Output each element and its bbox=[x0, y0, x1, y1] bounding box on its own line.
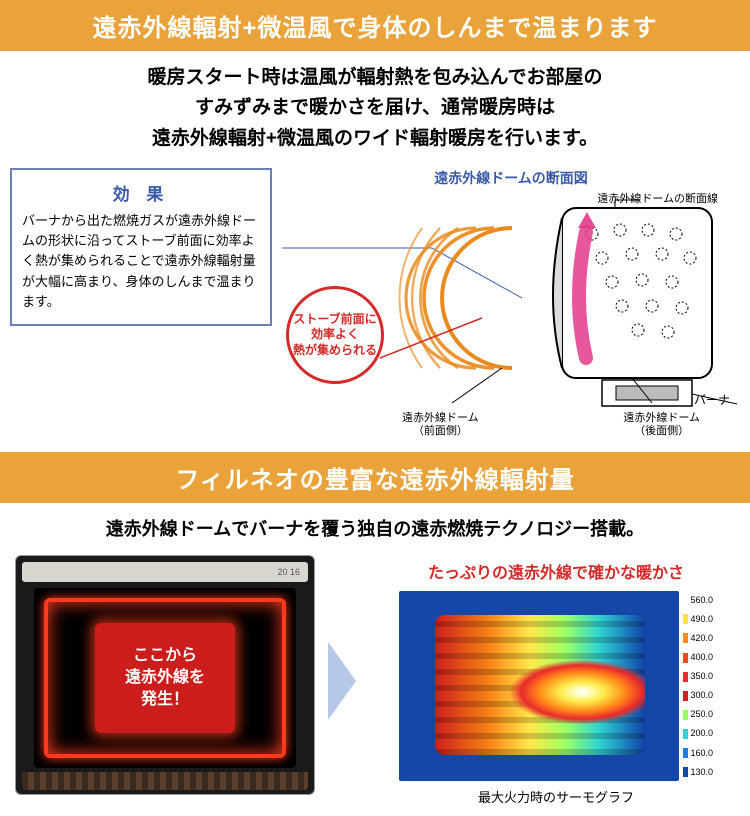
section-cross-section: 効 果 バーナから出た燃焼ガスが遠赤外線ドームの形状に沿ってストーブ前面に効率よ… bbox=[0, 168, 750, 452]
scale-value: 400.0 bbox=[690, 653, 713, 662]
scale-row: 130.0 bbox=[683, 767, 713, 777]
arrow-column bbox=[326, 555, 366, 806]
thermograph-wrap: 560.0 490.0 420.0 400.0 350.0 300.0 250.0 200.0… bbox=[372, 591, 740, 781]
thermograph-color-scale: 560.0 490.0 420.0 400.0 350.0 300.0 250.0 200.0… bbox=[683, 591, 713, 781]
banner-2: フィルネオの豊富な遠赤外線輻射量 bbox=[0, 452, 750, 503]
heater-base bbox=[22, 772, 308, 790]
scale-row: 400.0 bbox=[683, 653, 713, 663]
thermograph-caption: 最大火力時のサーモグラフ bbox=[372, 787, 740, 806]
scale-row: 420.0 bbox=[683, 633, 713, 643]
heater-illustration: 20 16 ここから遠赤外線を発生！ bbox=[15, 555, 315, 795]
scale-value: 200.0 bbox=[690, 729, 713, 738]
scale-value: 300.0 bbox=[690, 691, 713, 700]
subheading-2: 遠赤外線ドームでバーナを覆う独自の遠赤燃焼テクノロジー搭載。 bbox=[0, 503, 750, 555]
section-thermo: 20 16 ここから遠赤外線を発生！ たっぷりの遠赤外線で確かな暖かさ 560.… bbox=[0, 555, 750, 816]
scale-row: 250.0 bbox=[683, 710, 713, 720]
effect-title: 効 果 bbox=[22, 180, 260, 205]
scale-row: 300.0 bbox=[683, 691, 713, 701]
effect-body: バーナから出た燃焼ガスが遠赤外線ドームの形状に沿ってストーブ前面に効率よく熱が集… bbox=[22, 211, 260, 312]
scale-swatch bbox=[683, 614, 688, 624]
heater-screen: ここから遠赤外線を発生！ bbox=[34, 588, 296, 768]
banner-1: 遠赤外線輻射+微温風で身体のしんまで温まります bbox=[0, 0, 750, 51]
diagram-svg bbox=[282, 168, 742, 438]
scale-value: 560.0 bbox=[690, 596, 713, 605]
scale-row: 200.0 bbox=[683, 729, 713, 739]
scale-swatch bbox=[683, 595, 688, 605]
scale-swatch bbox=[683, 767, 688, 777]
thermograph-heat-core bbox=[435, 615, 645, 755]
scale-swatch bbox=[683, 710, 688, 720]
scale-swatch bbox=[683, 729, 688, 739]
effect-box: 効 果 バーナから出た燃焼ガスが遠赤外線ドームの形状に沿ってストーブ前面に効率よ… bbox=[10, 168, 272, 326]
scale-value: 420.0 bbox=[690, 634, 713, 643]
scale-swatch bbox=[683, 672, 688, 682]
right-arrow-icon bbox=[326, 636, 366, 726]
scale-value: 130.0 bbox=[690, 768, 713, 777]
scale-swatch bbox=[683, 691, 688, 701]
scale-row: 490.0 bbox=[683, 614, 713, 624]
scale-swatch bbox=[683, 653, 688, 663]
scale-swatch bbox=[683, 633, 688, 643]
intro-text: 暖房スタート時は温風が輻射熱を包み込んでお部屋のすみずみまで暖かさを届け、通常暖… bbox=[0, 51, 750, 168]
scale-value: 350.0 bbox=[690, 672, 713, 681]
heater-column: 20 16 ここから遠赤外線を発生！ bbox=[10, 555, 320, 806]
cross-section-diagram: 遠赤外線ドームの断面図 遠赤外線ドームの断面線 燃焼ガスの流れ バーナ 遠赤外線… bbox=[282, 168, 740, 438]
thermograph-title: たっぷりの遠赤外線で確かな暖かさ bbox=[372, 559, 740, 583]
glow-core-label: ここから遠赤外線を発生！ bbox=[95, 623, 235, 733]
thermograph-column: たっぷりの遠赤外線で確かな暖かさ 560.0 490.0 420.0 400.0 350… bbox=[372, 555, 740, 806]
thermograph-image bbox=[399, 591, 679, 781]
scale-row: 350.0 bbox=[683, 672, 713, 682]
scale-value: 250.0 bbox=[690, 710, 713, 719]
heater-display: 20 16 bbox=[22, 562, 308, 582]
scale-value: 490.0 bbox=[690, 615, 713, 624]
scale-row: 560.0 bbox=[683, 595, 713, 605]
